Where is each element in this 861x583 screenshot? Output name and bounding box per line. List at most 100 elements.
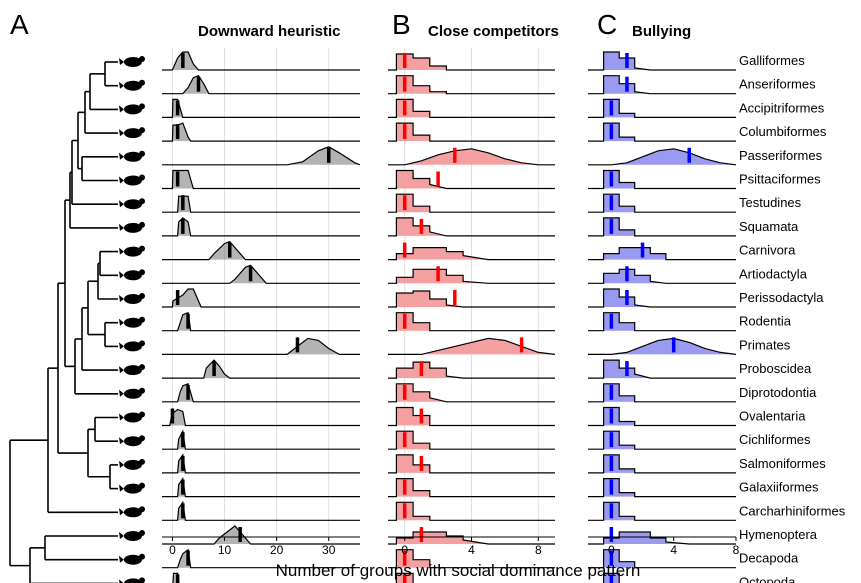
- ridge-area-carcharhiniformes: [162, 502, 360, 521]
- ridge-line-galliformes: [588, 51, 736, 71]
- ridge-line-carnivora: [588, 247, 736, 261]
- ridge-area-artiodactyla: [388, 269, 555, 284]
- order-label: Galliformes: [739, 53, 805, 68]
- ridge-area-galaxiiformes: [588, 478, 736, 497]
- ridge-line-hymenoptera: [388, 531, 555, 545]
- ridge-line-rodentia: [588, 312, 736, 332]
- ridge-area-primates: [162, 338, 360, 355]
- order-label: Squamata: [739, 219, 799, 234]
- ridge-line-perissodactyla: [388, 290, 555, 308]
- x-axis-label: Number of groups with social dominance p…: [276, 561, 641, 580]
- panel-label-c: C: [597, 9, 617, 40]
- ridge-line-passeriformes: [588, 148, 737, 166]
- order-label: Carnivora: [739, 243, 796, 258]
- ridge-line-ovalentaria: [162, 408, 360, 427]
- order-label: Perissodactyla: [739, 290, 824, 305]
- lizard-icon: [119, 221, 145, 233]
- ridge-area-psittaciformes: [162, 170, 360, 189]
- ridge-line-diprotodontia: [588, 383, 736, 403]
- ridge-area-primates: [588, 338, 736, 355]
- panel-label-b: B: [392, 9, 411, 40]
- ridge-area-accipitriformes: [588, 99, 736, 118]
- bird-icon: [119, 56, 145, 67]
- ridge-line-accipitriformes: [388, 98, 555, 118]
- order-label: Psittaciformes: [739, 172, 821, 187]
- ridge-area-salmoniformes: [588, 454, 736, 473]
- ridge-area-decapoda: [162, 549, 360, 568]
- monkey-icon: [119, 340, 145, 352]
- ridge-area-columbiformes: [162, 123, 360, 142]
- ridge-line-galaxiiformes: [162, 476, 360, 498]
- fish-icon: [119, 411, 145, 423]
- ridge-line-carcharhiniformes: [388, 501, 555, 521]
- ridge-line-columbiformes: [388, 122, 555, 142]
- ridge-area-proboscidea: [162, 360, 360, 379]
- ridge-line-testudines: [162, 195, 360, 213]
- x-tick-label: 8: [733, 543, 740, 557]
- x-tick-label: 4: [468, 543, 475, 557]
- ridge-line-columbiformes: [588, 122, 736, 142]
- ridge-line-carnivora: [162, 240, 360, 261]
- ridge-area-artiodactyla: [588, 269, 736, 284]
- galaxias-icon: [119, 482, 145, 494]
- ridge-area-perissodactyla: [162, 289, 360, 307]
- silhouette-column: [119, 56, 145, 583]
- ridge-line-diprotodontia: [162, 383, 360, 403]
- ridge-line-galaxiiformes: [388, 478, 555, 498]
- ridge-line-anseriformes: [388, 75, 555, 95]
- order-label: Salmoniformes: [739, 456, 826, 471]
- order-label: Galaxiiformes: [739, 480, 819, 495]
- ridge-line-columbiformes: [162, 122, 360, 142]
- ridge-line-primates: [388, 337, 556, 355]
- x-tick-label: 0: [169, 543, 176, 557]
- ridge-area-accipitriformes: [162, 99, 360, 118]
- pigeon-icon: [119, 127, 145, 139]
- panel-label-a: A: [10, 9, 29, 40]
- order-label: Carcharhiniformes: [739, 503, 846, 518]
- x-tick-label: 8: [535, 543, 542, 557]
- ridge-area-cichliformes: [588, 431, 736, 450]
- panel-heuristic: 0 10 20 30: [162, 48, 361, 583]
- order-label: Octopoda: [739, 574, 796, 583]
- panel-title-bullying: Bullying: [632, 23, 691, 40]
- ridge-line-rodentia: [388, 312, 555, 332]
- ridge-line-psittaciformes: [588, 169, 736, 190]
- order-label: Hymenoptera: [739, 527, 818, 542]
- ridge-area-galaxiiformes: [162, 478, 360, 497]
- ridge-line-carcharhiniformes: [162, 500, 360, 521]
- ridge-line-squamata: [162, 217, 360, 237]
- ridge-line-accipitriformes: [162, 98, 360, 118]
- order-label: Proboscidea: [739, 361, 812, 376]
- ridge-area-carcharhiniformes: [588, 502, 736, 521]
- ridge-line-hymenoptera: [588, 531, 736, 545]
- ridge-line-primates: [588, 337, 737, 355]
- parrot-icon: [119, 174, 145, 186]
- ridge-line-salmoniformes: [388, 454, 555, 474]
- x-tick-label: 30: [322, 543, 336, 557]
- ridge-line-cichliformes: [162, 429, 360, 450]
- ridge-line-primates: [162, 337, 360, 355]
- ridge-line-ovalentaria: [388, 406, 555, 427]
- ridge-area-perissodactyla: [588, 289, 736, 307]
- ridge-area-decapoda: [588, 549, 736, 568]
- ridge-line-salmoniformes: [588, 454, 736, 474]
- order-label: Passeriformes: [739, 148, 823, 163]
- ridge-line-artiodactyla: [388, 268, 555, 284]
- ridge-line-squamata: [588, 217, 736, 237]
- ridge-area-galliformes: [588, 52, 736, 70]
- ridge-line-diprotodontia: [388, 383, 555, 403]
- crab-icon: [119, 553, 145, 565]
- ridge-area-testudines: [162, 196, 360, 213]
- ridge-line-anseriformes: [588, 75, 736, 95]
- panel-title-competitors: Close competitors: [428, 23, 559, 40]
- ridge-area-passeriformes: [388, 148, 555, 165]
- order-label: Testudines: [739, 195, 802, 210]
- ridge-area-columbiformes: [588, 123, 736, 142]
- ridge-line-perissodactyla: [588, 288, 736, 308]
- ridge-line-artiodactyla: [588, 268, 736, 284]
- elephant-icon: [119, 364, 145, 376]
- ridge-line-cichliformes: [388, 430, 555, 450]
- ridge-area-cichliformes: [162, 431, 360, 450]
- ridge-area-squamata: [588, 217, 736, 236]
- ridge-line-octopoda: [603, 572, 620, 583]
